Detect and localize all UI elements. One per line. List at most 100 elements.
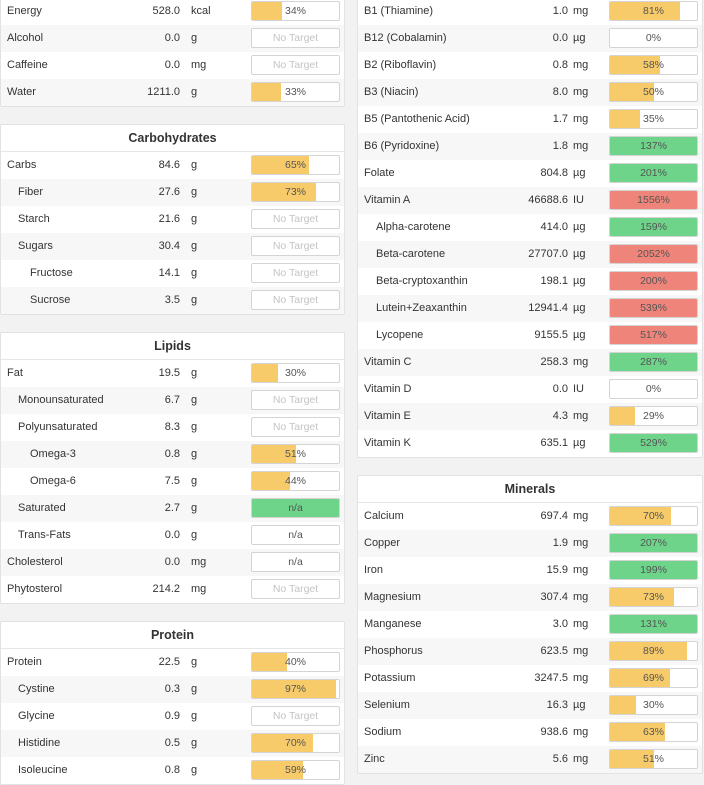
- progress-fill: [252, 83, 281, 101]
- nutrient-amount: 0.0: [164, 529, 180, 541]
- nutrient-row-b12-cobalamin[interactable]: B12 (Cobalamin) 0.0 µg 0%: [358, 25, 702, 52]
- nutrient-row-cystine[interactable]: Cystine 0.3 g 97%: [1, 676, 344, 703]
- target-progress-bar: 51%: [251, 444, 340, 464]
- nutrient-name: Manganese: [364, 618, 422, 630]
- nutrient-row-sucrose[interactable]: Sucrose 3.5 g No Target: [1, 287, 344, 314]
- nutrient-row-b3-niacin[interactable]: B3 (Niacin) 8.0 mg 50%: [358, 79, 702, 106]
- nutrient-amount: 1.9: [552, 537, 568, 549]
- target-percent-label: 89%: [642, 645, 664, 657]
- nutrient-row-carbs[interactable]: Carbs 84.6 g 65%: [1, 152, 344, 179]
- nutrient-row-vitamin-e[interactable]: Vitamin E 4.3 mg 29%: [358, 403, 702, 430]
- nutrient-row-trans-fats[interactable]: Trans-Fats 0.0 g n/a: [1, 522, 344, 549]
- nutrient-amount: 15.9: [546, 564, 568, 576]
- target-progress-bar: 59%: [251, 760, 340, 780]
- nutrient-row-beta-carotene[interactable]: Beta-carotene 27707.0 µg 2052%: [358, 241, 702, 268]
- nutrient-row-fructose[interactable]: Fructose 14.1 g No Target: [1, 260, 344, 287]
- nutrient-row-phosphorus[interactable]: Phosphorus 623.5 mg 89%: [358, 638, 702, 665]
- nutrient-row-cholesterol[interactable]: Cholesterol 0.0 mg n/a: [1, 549, 344, 576]
- target-percent-label: 58%: [642, 59, 664, 71]
- nutrient-row-omega-6[interactable]: Omega-6 7.5 g 44%: [1, 468, 344, 495]
- target-progress-bar: 73%: [251, 182, 340, 202]
- nutrient-row-polyunsaturated[interactable]: Polyunsaturated 8.3 g No Target: [1, 414, 344, 441]
- nutrient-unit: g: [191, 764, 198, 776]
- nutrient-amount: 16.3: [546, 699, 568, 711]
- nutrient-row-alcohol[interactable]: Alcohol 0.0 g No Target: [1, 25, 344, 52]
- nutrient-name: Starch: [18, 213, 50, 225]
- nutrient-row-calcium[interactable]: Calcium 697.4 mg 70%: [358, 503, 702, 530]
- nutrient-row-phytosterol[interactable]: Phytosterol 214.2 mg No Target: [1, 576, 344, 603]
- nutrient-name: Vitamin K: [364, 437, 411, 449]
- target-percent-label: No Target: [272, 710, 319, 722]
- nutrient-row-folate[interactable]: Folate 804.8 µg 201%: [358, 160, 702, 187]
- nutrient-row-monounsaturated[interactable]: Monounsaturated 6.7 g No Target: [1, 387, 344, 414]
- nutrient-unit: mg: [573, 753, 589, 765]
- nutrient-row-b1-thiamine[interactable]: B1 (Thiamine) 1.0 mg 81%: [358, 0, 702, 25]
- nutrient-row-potassium[interactable]: Potassium 3247.5 mg 69%: [358, 665, 702, 692]
- nutrient-row-b6-pyridoxine[interactable]: B6 (Pyridoxine) 1.8 mg 137%: [358, 133, 702, 160]
- target-progress-bar: 51%: [609, 749, 698, 769]
- nutrient-row-caffeine[interactable]: Caffeine 0.0 mg No Target: [1, 52, 344, 79]
- nutrient-row-selenium[interactable]: Selenium 16.3 µg 30%: [358, 692, 702, 719]
- target-progress-bar: No Target: [251, 263, 340, 283]
- nutrient-unit: µg: [573, 329, 586, 341]
- progress-fill: [610, 326, 697, 344]
- progress-fill: [610, 83, 654, 101]
- nutrient-unit: mg: [573, 86, 589, 98]
- target-progress-bar: No Target: [251, 28, 340, 48]
- nutrient-row-alpha-carotene[interactable]: Alpha-carotene 414.0 µg 159%: [358, 214, 702, 241]
- nutrient-row-zinc[interactable]: Zinc 5.6 mg 51%: [358, 746, 702, 773]
- nutrient-row-iron[interactable]: Iron 15.9 mg 199%: [358, 557, 702, 584]
- nutrient-row-vitamin-k[interactable]: Vitamin K 635.1 µg 529%: [358, 430, 702, 457]
- nutrient-row-saturated[interactable]: Saturated 2.7 g n/a: [1, 495, 344, 522]
- progress-fill: [610, 696, 637, 714]
- nutrient-row-b2-riboflavin[interactable]: B2 (Riboflavin) 0.8 mg 58%: [358, 52, 702, 79]
- nutrient-row-copper[interactable]: Copper 1.9 mg 207%: [358, 530, 702, 557]
- nutrient-row-isoleucine[interactable]: Isoleucine 0.8 g 59%: [1, 757, 344, 784]
- panel-header: Lipids: [1, 333, 344, 360]
- progress-fill: [610, 723, 665, 741]
- nutrient-row-lycopene[interactable]: Lycopene 9155.5 µg 517%: [358, 322, 702, 349]
- nutrient-unit: g: [191, 710, 198, 722]
- nutrient-amount: 0.9: [164, 710, 180, 722]
- target-progress-bar: 35%: [609, 109, 698, 129]
- nutrient-row-beta-cryptoxanthin[interactable]: Beta-cryptoxanthin 198.1 µg 200%: [358, 268, 702, 295]
- nutrient-row-vitamin-a[interactable]: Vitamin A 46688.6 IU 1556%: [358, 187, 702, 214]
- nutrient-row-starch[interactable]: Starch 21.6 g No Target: [1, 206, 344, 233]
- target-percent-label: No Target: [272, 240, 319, 252]
- nutrient-amount: 3.0: [552, 618, 568, 630]
- nutrient-row-vitamin-c[interactable]: Vitamin C 258.3 mg 287%: [358, 349, 702, 376]
- target-progress-bar: 1556%: [609, 190, 698, 210]
- nutrient-row-protein[interactable]: Protein 22.5 g 40%: [1, 649, 344, 676]
- nutrient-row-water[interactable]: Water 1211.0 g 33%: [1, 79, 344, 106]
- nutrient-row-omega-3[interactable]: Omega-3 0.8 g 51%: [1, 441, 344, 468]
- target-percent-label: 44%: [284, 475, 306, 487]
- nutrient-unit: mg: [573, 726, 589, 738]
- target-progress-bar: 44%: [251, 471, 340, 491]
- nutrient-row-b5-pantothenic-acid[interactable]: B5 (Pantothenic Acid) 1.7 mg 35%: [358, 106, 702, 133]
- nutrient-unit: µg: [573, 32, 586, 44]
- target-percent-label: No Target: [272, 267, 319, 279]
- nutrient-row-glycine[interactable]: Glycine 0.9 g No Target: [1, 703, 344, 730]
- nutrient-row-magnesium[interactable]: Magnesium 307.4 mg 73%: [358, 584, 702, 611]
- nutrient-amount: 21.6: [158, 213, 180, 225]
- target-percent-label: 207%: [640, 537, 667, 549]
- nutrient-row-sugars[interactable]: Sugars 30.4 g No Target: [1, 233, 344, 260]
- nutrient-amount: 0.8: [164, 448, 180, 460]
- nutrient-row-lutein-zeaxanthin[interactable]: Lutein+Zeaxanthin 12941.4 µg 539%: [358, 295, 702, 322]
- target-percent-label: No Target: [272, 294, 319, 306]
- nutrient-row-sodium[interactable]: Sodium 938.6 mg 63%: [358, 719, 702, 746]
- nutrient-row-manganese[interactable]: Manganese 3.0 mg 131%: [358, 611, 702, 638]
- nutrient-row-vitamin-d[interactable]: Vitamin D 0.0 IU 0%: [358, 376, 702, 403]
- nutrient-row-fat[interactable]: Fat 19.5 g 30%: [1, 360, 344, 387]
- nutrient-row-energy[interactable]: Energy 528.0 kcal 34%: [1, 0, 344, 25]
- nutrient-row-histidine[interactable]: Histidine 0.5 g 70%: [1, 730, 344, 757]
- target-percent-label: 199%: [640, 564, 667, 576]
- panel-header: Carbohydrates: [1, 125, 344, 152]
- target-progress-bar: 539%: [609, 298, 698, 318]
- nutrient-amount: 0.0: [552, 383, 568, 395]
- nutrient-name: Water: [7, 86, 36, 98]
- progress-fill: [610, 353, 697, 371]
- nutrient-amount: 3.5: [164, 294, 180, 306]
- nutrient-row-fiber[interactable]: Fiber 27.6 g 73%: [1, 179, 344, 206]
- nutrient-unit: g: [191, 475, 198, 487]
